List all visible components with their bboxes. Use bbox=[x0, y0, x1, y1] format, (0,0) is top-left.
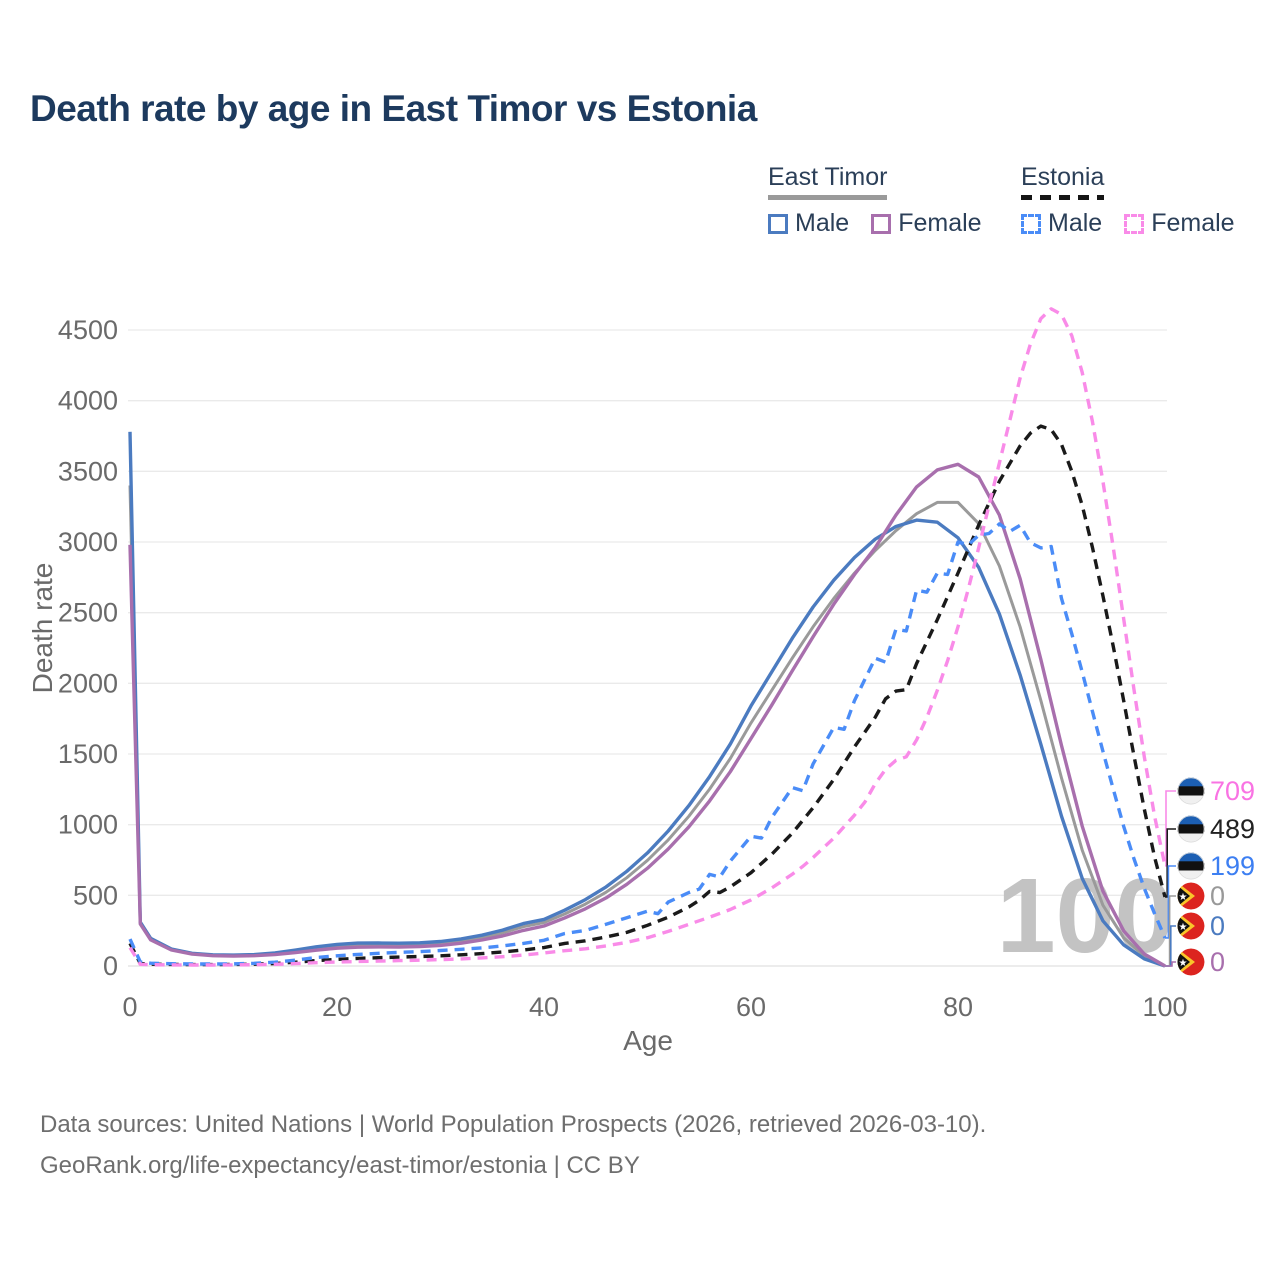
y-axis-title: Death rate bbox=[27, 563, 58, 694]
end-label-connector bbox=[1165, 828, 1176, 898]
flag-part bbox=[1177, 951, 1190, 973]
legend-swatch-dashed bbox=[1124, 213, 1145, 234]
flag-part: ★ bbox=[1179, 922, 1188, 933]
legend-swatch-solid bbox=[871, 213, 892, 234]
y-tick-label: 2500 bbox=[58, 598, 118, 628]
end-value-label-east-timor-male: 0 bbox=[1210, 911, 1225, 941]
flag-part bbox=[1177, 777, 1205, 805]
line-estonia-male[interactable] bbox=[128, 522, 1167, 966]
footer-attribution: GeoRank.org/life-expectancy/east-timor/e… bbox=[40, 1152, 640, 1179]
y-tick-label: 500 bbox=[73, 880, 118, 910]
legend-underline-dashed bbox=[1021, 195, 1105, 200]
y-tick-label: 1500 bbox=[58, 739, 118, 769]
flag-part bbox=[1177, 795, 1205, 805]
y-tick-label: 3500 bbox=[58, 456, 118, 486]
end-value-label-east-timor-all: 0 bbox=[1210, 881, 1225, 911]
legend-item-estonia-male[interactable]: Male bbox=[1021, 209, 1102, 238]
legend-swatch-dashed bbox=[1021, 213, 1041, 234]
legend-item-label: Male bbox=[1048, 209, 1103, 237]
flag-part bbox=[1177, 885, 1190, 907]
flag-part bbox=[1177, 861, 1205, 871]
flag-icon-estonia bbox=[1177, 777, 1205, 805]
end-value-label-estonia-female: 709 bbox=[1210, 776, 1255, 806]
flag-part: ★ bbox=[1179, 958, 1188, 969]
x-tick-label: 60 bbox=[736, 992, 766, 1022]
legend-item-east-timor-male[interactable]: Male bbox=[768, 209, 849, 238]
flag-part bbox=[1177, 915, 1190, 937]
y-tick-label: 0 bbox=[103, 951, 118, 981]
flag-icon-estonia bbox=[1177, 815, 1205, 843]
flag-icon-estonia bbox=[1177, 852, 1205, 880]
end-label-connector bbox=[1165, 865, 1176, 939]
flag-part bbox=[1177, 815, 1205, 825]
legend-swatch-solid bbox=[768, 213, 788, 234]
flag-part bbox=[1177, 786, 1205, 796]
legend-group-label: Estonia bbox=[1021, 163, 1105, 191]
y-tick-label: 1000 bbox=[58, 810, 118, 840]
x-tick-label: 0 bbox=[122, 992, 137, 1022]
end-value-label-east-timor-female: 0 bbox=[1210, 947, 1225, 977]
legend-items: Male Female bbox=[1021, 209, 1235, 238]
legend-group-header[interactable]: East Timor bbox=[768, 163, 888, 200]
legend-group-header[interactable]: Estonia bbox=[1021, 163, 1105, 200]
legend-item-label: Female bbox=[1151, 209, 1235, 237]
line-estonia-all[interactable] bbox=[128, 424, 1167, 967]
x-tick-label: 20 bbox=[322, 992, 352, 1022]
flag-part bbox=[1177, 824, 1205, 834]
x-tick-label: 80 bbox=[943, 992, 973, 1022]
flag-icon-east-timor: ★ bbox=[1177, 948, 1205, 976]
chart-title: Death rate by age in East Timor vs Eston… bbox=[30, 88, 757, 129]
flag-icon-east-timor: ★ bbox=[1177, 912, 1205, 940]
legend-group-label: East Timor bbox=[768, 163, 888, 191]
flag-part bbox=[1177, 777, 1205, 787]
footer-data-sources: Data sources: United Nations | World Pop… bbox=[40, 1111, 987, 1138]
legend-item-label: Male bbox=[795, 209, 850, 237]
x-axis-title: Age bbox=[623, 1025, 673, 1056]
flag-part bbox=[1177, 852, 1205, 880]
x-tick-label: 40 bbox=[529, 992, 559, 1022]
x-tick-label: 100 bbox=[1142, 992, 1187, 1022]
footer: Data sources: United Nations | World Pop… bbox=[40, 1104, 986, 1186]
legend-item-label: Female bbox=[898, 209, 982, 237]
flag-part bbox=[1177, 852, 1205, 862]
flag-part bbox=[1177, 815, 1205, 843]
legend-group-east-timor: East Timor Male Female bbox=[768, 163, 982, 238]
flag-part bbox=[1177, 870, 1205, 880]
y-tick-label: 4500 bbox=[58, 315, 118, 345]
flag-part bbox=[1177, 833, 1205, 843]
legend-group-estonia: Estonia Male Female bbox=[1021, 163, 1235, 238]
end-label-connector bbox=[1165, 961, 1176, 967]
line-east-timor-male[interactable] bbox=[128, 431, 1166, 968]
end-value-label-estonia-male: 199 bbox=[1210, 851, 1255, 881]
legend-item-east-timor-female[interactable]: Female bbox=[871, 209, 982, 238]
y-tick-label: 3000 bbox=[58, 527, 118, 557]
legend-underline-solid bbox=[768, 195, 888, 200]
end-label-connector bbox=[1165, 790, 1176, 867]
y-tick-label: 2000 bbox=[58, 668, 118, 698]
line-east-timor-female[interactable] bbox=[128, 462, 1166, 968]
legend-items: Male Female bbox=[768, 209, 982, 238]
flag-part: ★ bbox=[1179, 892, 1188, 903]
legend-item-estonia-female[interactable]: Female bbox=[1124, 209, 1235, 238]
y-tick-label: 4000 bbox=[58, 386, 118, 416]
flag-icon-east-timor: ★ bbox=[1177, 882, 1205, 910]
end-value-label-estonia-all: 489 bbox=[1210, 814, 1255, 844]
